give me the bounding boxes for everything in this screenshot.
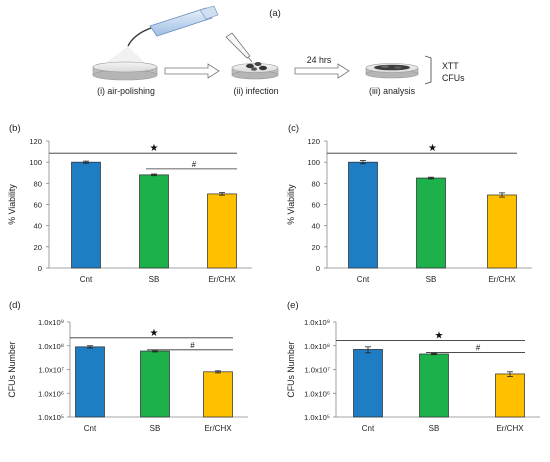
- y-tick-label: 120: [29, 137, 42, 146]
- y-tick-label: 80: [34, 179, 42, 188]
- y-tick-label: 100: [307, 158, 320, 167]
- y-tick-label: 20: [34, 243, 42, 252]
- bar-sb: [419, 353, 449, 418]
- step-label-infection: (ii) infection: [234, 86, 279, 96]
- y-tick-label: 1.0x10⁷: [38, 366, 64, 375]
- x-tick-label: SB: [150, 424, 161, 433]
- y-tick-label: 1.0x10⁶: [304, 389, 330, 398]
- bar-er-chx: [207, 193, 237, 269]
- panel-label: (e): [287, 300, 299, 311]
- chart-d: (d) CFUs Number 1.0x10⁵ 1.0x10⁶ 1.0x10⁷ 1.0x1…: [7, 300, 248, 433]
- y-axis-title: % Viability: [286, 184, 296, 225]
- y-axis-title: CFUs Number: [286, 341, 296, 397]
- petri-dish-icon: [92, 61, 158, 81]
- y-tick-label: 80: [312, 179, 320, 188]
- y-tick-label: 1.0x10⁸: [304, 342, 330, 351]
- bar-er-chx: [495, 373, 525, 418]
- significance-star: ★: [435, 330, 444, 341]
- y-axis-title: % Viability: [7, 184, 17, 225]
- bar-sb: [139, 174, 169, 269]
- step-label-air-polishing: (i) air-polishing: [97, 86, 155, 96]
- panel-label: (b): [9, 123, 21, 134]
- chart-panels: (b) % Viability 0 20 40 60 80 100 120 Cnt SB Er/CHX…: [7, 123, 540, 433]
- pipette-icon: [225, 32, 253, 63]
- x-tick-label: SB: [429, 424, 440, 433]
- bar-er-chx: [487, 194, 517, 269]
- output-label-xtt: XTT: [442, 61, 459, 71]
- bar-cnt: [75, 346, 105, 418]
- y-tick-label: 1.0x10⁷: [304, 366, 330, 375]
- analysis-dish-icon: [365, 63, 419, 79]
- incubation-time-label: 24 hrs: [307, 55, 332, 65]
- infected-dish-icon: [231, 62, 279, 80]
- significance-star: ★: [150, 143, 159, 154]
- y-tick-label: 0: [316, 264, 320, 273]
- y-tick-label: 60: [34, 201, 42, 210]
- y-tick-label: 1.0x10⁹: [304, 318, 330, 327]
- significance-star: ★: [428, 143, 437, 154]
- chart-b: (b) % Viability 0 20 40 60 80 100 120 Cnt SB Er/CHX…: [7, 123, 252, 284]
- x-tick-label: Cnt: [362, 424, 375, 433]
- process-arrow-icon: [294, 63, 350, 79]
- y-tick-label: 120: [307, 137, 320, 146]
- significance-hash: #: [190, 341, 195, 350]
- schematic-panel: (a) (i) air-polishing: [92, 5, 465, 96]
- x-tick-label: Er/CHX: [496, 424, 524, 433]
- y-tick-label: 20: [312, 243, 320, 252]
- y-axis-title: CFUs Number: [7, 341, 17, 397]
- y-tick-label: 60: [312, 201, 320, 210]
- x-tick-label: SB: [426, 275, 437, 284]
- x-tick-label: Cnt: [84, 424, 97, 433]
- step-label-analysis: (iii) analysis: [369, 86, 416, 96]
- y-tick-label: 1.0x10⁹: [38, 318, 64, 327]
- bar-er-chx: [203, 371, 233, 418]
- panel-label: (d): [9, 300, 21, 311]
- output-bracket: [424, 55, 432, 85]
- y-tick-label: 1.0x10⁶: [38, 389, 64, 398]
- y-tick-label: 40: [34, 222, 42, 231]
- chart-e: (e) CFUs Number 1.0x10⁵ 1.0x10⁶ 1.0x10⁷ 1.0x1…: [286, 300, 540, 433]
- x-tick-label: Er/CHX: [204, 424, 232, 433]
- y-tick-label: 100: [29, 158, 42, 167]
- process-arrow-icon: [164, 63, 220, 79]
- x-tick-label: Er/CHX: [488, 275, 516, 284]
- x-tick-label: Er/CHX: [208, 275, 236, 284]
- y-tick-label: 0: [38, 264, 42, 273]
- y-tick-label: 1.0x10⁵: [304, 413, 330, 422]
- x-tick-label: SB: [149, 275, 160, 284]
- x-tick-label: Cnt: [357, 275, 370, 284]
- y-tick-label: 40: [312, 222, 320, 231]
- x-tick-label: Cnt: [80, 275, 93, 284]
- y-tick-label: 1.0x10⁸: [38, 342, 64, 351]
- significance-hash: #: [476, 343, 481, 352]
- bar-cnt: [71, 161, 101, 269]
- panel-label: (c): [288, 123, 299, 134]
- bar-sb: [140, 350, 170, 418]
- output-label-cfus: CFUs: [442, 73, 465, 83]
- y-tick-label: 1.0x10⁵: [38, 413, 64, 422]
- air-polishing-device-icon: [102, 5, 219, 66]
- significance-hash: #: [192, 160, 197, 169]
- bar-sb: [416, 177, 446, 269]
- significance-star: ★: [150, 328, 159, 339]
- bar-cnt: [348, 161, 378, 269]
- panel-label-a: (a): [269, 8, 281, 19]
- bar-cnt: [353, 349, 383, 418]
- chart-c: (c) % Viability 0 20 40 60 80 100 120 Cnt SB Er/CHX…: [286, 123, 532, 284]
